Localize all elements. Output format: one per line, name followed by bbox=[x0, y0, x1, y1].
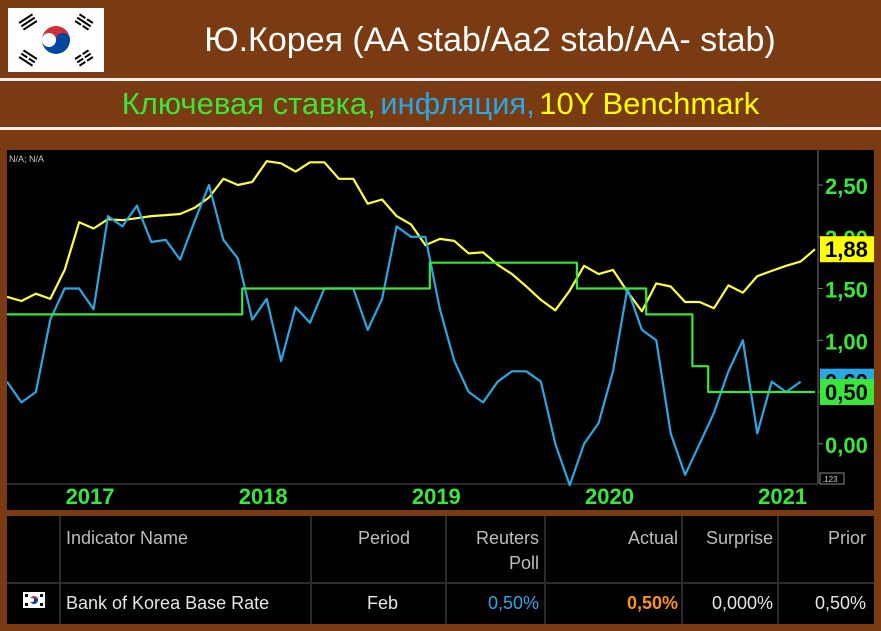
cell-poll: 0,50% bbox=[487, 593, 539, 613]
divider bbox=[0, 127, 881, 130]
chart-background bbox=[7, 150, 874, 510]
cell-prior: 0,50% bbox=[814, 593, 866, 613]
cell-surprise: 0,000% bbox=[711, 593, 773, 613]
x-tick-label: 2020 bbox=[585, 484, 634, 509]
subtitle-part-1: Ключевая ставка, bbox=[121, 86, 376, 121]
header-indicator-name: Indicator Name bbox=[66, 528, 189, 548]
scale-badge-label: .123 bbox=[822, 475, 838, 484]
chart-panel: N/A; N/A2,502,001,501,000,500,0020172018… bbox=[6, 150, 880, 510]
series-line-3 bbox=[7, 261, 815, 394]
subtitle-part-2: инфляция, bbox=[380, 86, 535, 121]
y-tick-label: 0,00 bbox=[825, 433, 868, 458]
header-poll-line1: Reuters bbox=[475, 528, 539, 548]
indicator-table: Indicator Name Period Reuters Poll Actua… bbox=[7, 516, 874, 624]
scale-badge bbox=[819, 472, 845, 485]
y-tick-label: 2,50 bbox=[825, 174, 868, 199]
last-value-badge bbox=[820, 379, 880, 406]
x-tick-label: 2021 bbox=[758, 484, 807, 509]
south-korea-flag-icon bbox=[8, 8, 104, 72]
chart: N/A; N/A2,502,001,501,000,500,0020172018… bbox=[6, 150, 880, 510]
series-line-2 bbox=[6, 183, 802, 487]
header-prior: Prior bbox=[827, 528, 866, 548]
cell-indicator-name: Bank of Korea Base Rate bbox=[66, 593, 270, 613]
corner-label: N/A; N/A bbox=[9, 154, 44, 164]
page-title: Ю.Корея (AA stab/Aa2 stab/AA- stab) bbox=[204, 21, 776, 59]
title-bar: Ю.Корея (AA stab/Aa2 stab/AA- stab) bbox=[0, 0, 881, 78]
cell-period: Feb bbox=[366, 593, 398, 613]
cell-actual: 0,50% bbox=[626, 593, 678, 613]
south-korea-flag-icon bbox=[23, 592, 45, 608]
x-tick-label: 2019 bbox=[412, 484, 461, 509]
header-actual: Actual bbox=[627, 528, 678, 548]
x-tick-label: 2018 bbox=[239, 484, 288, 509]
last-value-label: 1,88 bbox=[825, 237, 868, 262]
last-value-label: 0,50 bbox=[825, 380, 868, 405]
header-poll-line2: Poll bbox=[508, 553, 539, 573]
header-surprise: Surprise bbox=[705, 528, 773, 548]
divider bbox=[0, 78, 881, 81]
y-tick-label: 1,00 bbox=[825, 329, 868, 354]
y-tick-label: 1,50 bbox=[825, 278, 868, 303]
table-row[interactable]: Bank of Korea Base Rate Feb 0,50% 0,50% … bbox=[7, 584, 874, 624]
x-tick-label: 2017 bbox=[66, 484, 115, 509]
subtitle-part-3: 10Y Benchmark bbox=[539, 86, 760, 121]
subtitle-bar: Ключевая ставка, инфляция, 10Y Benchmark bbox=[0, 81, 881, 127]
last-value-badge bbox=[820, 236, 880, 263]
header-period: Period bbox=[357, 528, 410, 548]
